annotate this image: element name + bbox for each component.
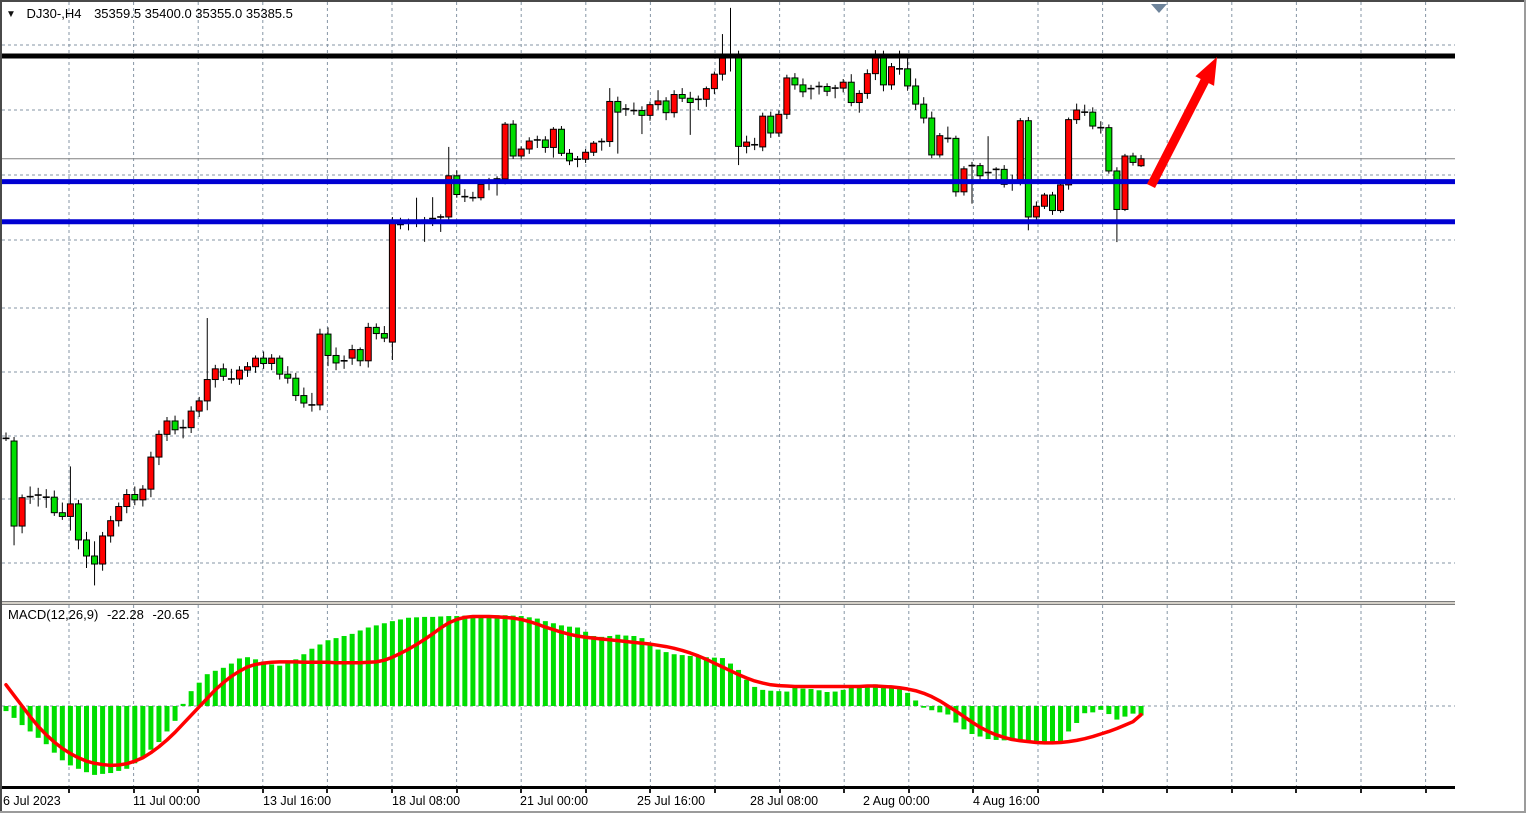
horizontal-level-lines: [2, 53, 1455, 225]
time-axis-tick: [584, 788, 587, 793]
time-axis-label: 18 Jul 08:00: [392, 794, 461, 808]
time-axis-tick: [649, 788, 652, 793]
time-axis-tick: [1230, 788, 1233, 793]
time-axis-tick: [1101, 788, 1104, 793]
macd-pane[interactable]: [0, 605, 1455, 788]
time-axis-label: 25 Jul 16:00: [637, 794, 706, 808]
window-border-bottom: [0, 811, 1526, 813]
time-axis-tick: [1295, 788, 1298, 793]
time-axis[interactable]: 6 Jul 2023 11 Jul 00:00 13 Jul 16:00 18 Jul…: [0, 788, 1455, 813]
macd-histogram: [3, 615, 1144, 775]
macd-signal-line: [4, 614, 1143, 768]
time-axis-label: 13 Jul 16:00: [263, 794, 332, 808]
time-axis-label: 11 Jul 00:00: [133, 794, 201, 808]
time-axis-tick: [778, 788, 781, 793]
time-axis-tick: [68, 788, 70, 793]
symbol-dropdown-icon: ▼: [6, 9, 16, 20]
price-grid-vertical: [68, 2, 1427, 600]
price-axis[interactable]: 35792.035550.535074.534833.034595.034353…: [1455, 0, 1526, 813]
time-axis-tick: [197, 788, 200, 793]
time-axis-tick: [972, 788, 975, 793]
window-border-right: [1524, 0, 1526, 813]
macd-pane-bottom-border: [0, 786, 1455, 789]
time-axis-tick: [326, 788, 329, 793]
time-axis-label: 21 Jul 00:00: [520, 794, 589, 808]
price-grid-horizontal: [2, 44, 1455, 564]
trend-arrow[interactable]: [1146, 57, 1217, 189]
time-axis-tick: [261, 788, 264, 793]
window-border-left: [0, 0, 2, 813]
time-axis-tick: [1360, 788, 1362, 793]
autoscroll-marker-icon: [1151, 4, 1167, 13]
time-axis-tick: [1166, 788, 1169, 793]
macd-header: MACD(12,26,9) -22.28 -20.65: [8, 607, 189, 622]
macd-value: -22.28: [106, 607, 144, 622]
macd-signal-value: -20.65: [152, 607, 190, 622]
window-border-top: [0, 0, 1526, 2]
time-axis-tick: [714, 788, 716, 793]
time-axis-tick: [520, 788, 523, 793]
time-axis-label: 6 Jul 2023: [3, 794, 61, 808]
chart-header: ▼ DJ30-,H4 35359.5 35400.0 35355.0 35385…: [6, 6, 293, 21]
time-axis-tick: [907, 788, 910, 793]
time-axis-tick: [455, 788, 458, 793]
time-axis-label: 28 Jul 08:00: [750, 794, 819, 808]
time-axis-label: 2 Aug 00:00: [863, 794, 930, 808]
time-axis-tick: [132, 788, 135, 793]
macd-indicator-label: MACD(12,26,9): [8, 607, 99, 622]
time-axis-label: 4 Aug 16:00: [973, 794, 1040, 808]
price-pane[interactable]: [0, 0, 1455, 601]
pane-separator[interactable]: [0, 601, 1455, 605]
ohlc-values: 35359.5 35400.0 35355.0 35385.5: [94, 6, 293, 21]
symbol-period-label: DJ30-,H4: [26, 6, 82, 21]
time-axis-tick: [1424, 788, 1427, 793]
time-axis-tick: [1037, 788, 1039, 793]
time-axis-tick: [391, 788, 393, 793]
time-axis-tick: [843, 788, 846, 793]
